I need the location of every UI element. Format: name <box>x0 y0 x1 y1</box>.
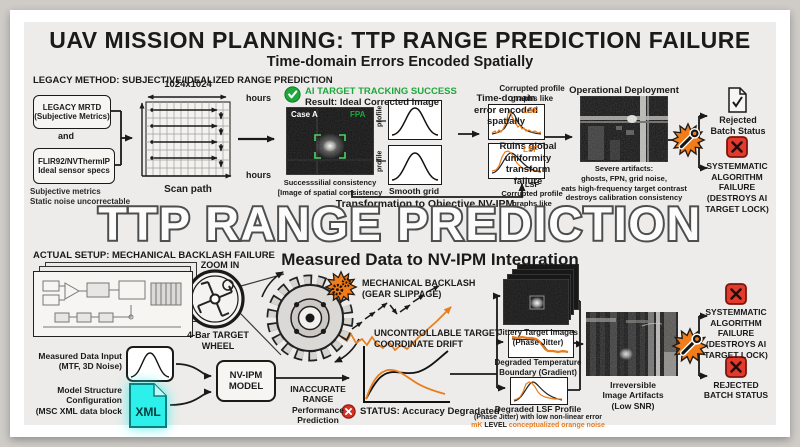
xml-file-icon: XML <box>129 383 167 428</box>
profile-axis-label-1: profile <box>376 105 384 127</box>
backlash-starburst-icon <box>324 270 358 304</box>
ai-badge-subtitle: Result: Ideal Corrected Image <box>305 97 440 108</box>
scan-grid <box>139 94 232 179</box>
status-label: STATUS: Accuracy Degradated <box>360 406 500 417</box>
hours-bottom-label: hours <box>246 170 272 180</box>
gear-graphic <box>266 274 354 362</box>
watermark-text: TTP RANGE PREDICTION <box>98 197 702 250</box>
failure-x-icon-top <box>726 136 748 158</box>
time-domain-text: Time-domain error encoded spatially <box>474 93 538 128</box>
transformation-caption: Transformation to Objective NV-IPM <box>335 198 515 210</box>
jittery-caption: Jittery Target Images (Phase Jitter) <box>498 328 578 347</box>
backlash-label: MECHANICAL BACKLASH (GEAR SLIPPAGE) <box>362 278 476 299</box>
scan-path-label: Scan path <box>164 184 212 195</box>
corrupted-lsf-graph-1 <box>488 104 545 140</box>
legacy-section-label: LEGACY METHOD: SUBJECTIVE/IDEALIZED RANG… <box>33 75 333 86</box>
degraded-lsf-line2: (Phase Jitter) with low non-linear error <box>474 414 602 421</box>
profile-curve-2 <box>388 145 442 185</box>
case-label: Case A <box>291 110 318 119</box>
level-part: LEVEL <box>482 422 509 429</box>
rejected-batch-label: Rejected Batch Status <box>710 115 766 136</box>
corrupted-caption: LSF Corrupted profile graphs like <box>501 180 563 208</box>
watermark-banner: TTP RANGE PREDICTION <box>96 196 702 252</box>
inaccurate-label: INACCURATE RANGE Performance Prediction <box>290 384 346 426</box>
systematic-failure-label-top: SYSTEMMATIC ALGORITHM FAILURE (DESTROYS … <box>705 161 769 214</box>
msc-label: Model Structure Configuration (MSC XML d… <box>35 385 122 416</box>
profile-curve-1 <box>388 100 442 140</box>
measured-input-curve <box>126 346 174 382</box>
zoom-in-label: ZOOM IN <box>200 260 240 270</box>
legacy-mrtd-box: LEGACY MRTD (Subjective Metrics) <box>33 95 111 129</box>
failure-starburst-icon <box>670 122 706 158</box>
corrupted-title: Corrupted profile graphs like <box>499 84 565 103</box>
profile-axis-label-2: profile <box>376 150 384 172</box>
jittery-image <box>503 279 569 325</box>
rejected-doc-icon <box>728 87 747 113</box>
ai-badge-title: AI TARGET TRACKING SUCCESS <box>305 86 457 97</box>
check-circle-icon <box>284 86 301 103</box>
smooth-grid-caption: Smooth grid <box>388 186 440 196</box>
temp-boundary-caption: Degraded Temperature Boundary (Gradient) <box>494 358 582 377</box>
degraded-lsf-graph <box>510 377 568 405</box>
target-wheel-label: 4-Bar TARGET WHEEL <box>187 330 249 351</box>
drift-label: UNCONTROLLABLE TARGET COORDINATE DRIFT <box>374 328 501 349</box>
legacy-notes: Subjective metrics Static noise uncorrec… <box>30 187 131 206</box>
bottom-heading: Measured Data to NV-IPM Integration <box>281 250 579 269</box>
rejected-batch-label-bottom: REJECTED BATCH STATUS <box>703 380 769 401</box>
degraded-lsf-line3: mK LEVEL conceptualized orange noise <box>463 422 613 431</box>
xml-label: XML <box>135 405 160 419</box>
flir-box: FLIR92/NVThermIP Ideal sensor specs <box>33 148 115 184</box>
page-subtitle: Time-domain Errors Encoded Spatially <box>266 54 534 70</box>
grid-size-label: 1024x1024 <box>164 79 212 90</box>
temp-boundary-graph <box>508 330 574 358</box>
ruins-text: Ruins global uniformity transform failur… <box>499 141 557 187</box>
degraded-lsf-title: Degraded LSF Profile <box>494 404 582 414</box>
artifact-image <box>586 312 678 376</box>
prediction-graph <box>363 346 450 403</box>
concept-part: conceptualized <box>508 422 560 429</box>
corrupted-lsf-graph-2 <box>488 143 545 179</box>
nvipm-model-box: NV-IPM MODEL <box>216 360 276 402</box>
lsf-label-2: LSF <box>523 145 539 154</box>
deployment-title: Operational Deployment <box>569 85 679 96</box>
status-x-icon <box>341 404 356 419</box>
systematic-failure-label-bottom: SYSTEMMATIC ALGORITHM FAILURE (DESTROYS … <box>704 307 768 360</box>
case-a-image <box>286 107 374 175</box>
measured-input-label: Measured Data Input (MTF, 3D Noise) <box>38 351 122 372</box>
irreversible-caption: Irreversible Image Artifacts (Low SNR) <box>602 380 664 411</box>
schematic-drawing <box>42 280 182 328</box>
hours-top-label: hours <box>246 93 272 103</box>
case-caption: Successsilial consistency [Image of spat… <box>277 178 383 197</box>
failure-x-icon-bottom <box>725 283 747 305</box>
orange-noise-part: orange noise <box>559 422 605 429</box>
mk-part: mK <box>471 422 483 429</box>
rejected-x-icon <box>725 356 747 378</box>
deployment-image <box>580 96 668 162</box>
actual-section-label: ACTUAL SETUP: MECHANICAL BACKLASH FAILUR… <box>33 250 275 261</box>
fpa-label: FPA <box>350 110 366 119</box>
lsf-label-1: LSF <box>523 106 539 115</box>
and-label: and <box>58 131 75 141</box>
failure-starburst-icon-bottom <box>671 327 709 365</box>
deployment-caption: Severe artifacts: ghosts, FPN, grid nois… <box>561 164 687 203</box>
page-title: UAV MISSION PLANNING: TTP RANGE PREDICTI… <box>49 27 751 53</box>
